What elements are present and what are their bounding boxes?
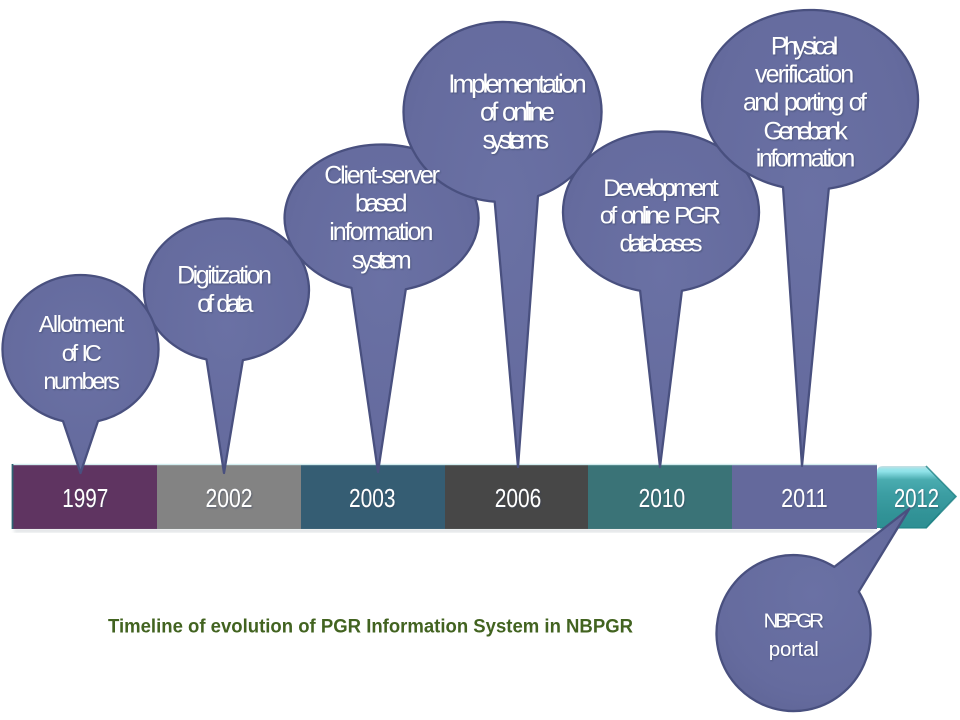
svg-text:2012: 2012 (894, 483, 939, 513)
svg-text:portal: portal (769, 638, 819, 661)
svg-text:Development: Development (603, 175, 719, 202)
svg-text:2006: 2006 (495, 483, 542, 513)
svg-text:Genebank: Genebank (764, 118, 849, 146)
svg-text:Client-server: Client-server (324, 161, 440, 189)
svg-text:based: based (355, 190, 408, 218)
svg-text:system: system (352, 246, 412, 274)
svg-text:numbers: numbers (43, 368, 120, 394)
svg-text:Physical: Physical (771, 33, 839, 61)
svg-text:of data: of data (197, 290, 253, 318)
svg-text:Allotment: Allotment (39, 311, 125, 337)
svg-text:2002: 2002 (206, 483, 253, 513)
svg-text:Implementation: Implementation (448, 69, 586, 99)
svg-text:1997: 1997 (62, 483, 108, 513)
svg-text:2011: 2011 (781, 483, 828, 513)
svg-text:and porting of: and porting of (743, 89, 867, 117)
svg-text:databases: databases (620, 231, 703, 258)
svg-text:of online: of online (480, 97, 555, 127)
svg-text:NBPGR: NBPGR (764, 609, 824, 632)
svg-text:of IC: of IC (62, 340, 102, 366)
svg-text:2003: 2003 (349, 483, 396, 513)
svg-text:information: information (756, 145, 856, 173)
svg-text:Digitization: Digitization (177, 261, 272, 289)
svg-text:information: information (329, 218, 433, 246)
svg-text:verification: verification (755, 61, 854, 89)
svg-text:2010: 2010 (639, 483, 686, 513)
svg-text:Timeline of evolution of PGR I: Timeline of evolution of PGR Information… (108, 617, 633, 638)
svg-text:systems: systems (482, 124, 549, 154)
svg-text:of online PGR: of online PGR (600, 203, 721, 230)
